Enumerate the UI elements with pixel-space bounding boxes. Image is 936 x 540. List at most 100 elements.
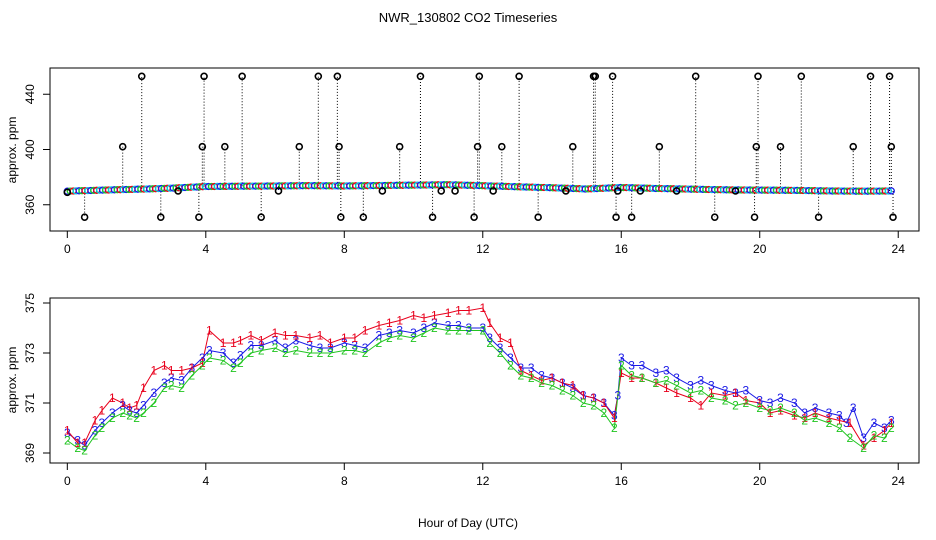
series-3-point: 3 xyxy=(549,371,556,385)
series-1-point: 1 xyxy=(559,376,566,390)
series-2-point: 2 xyxy=(189,369,196,383)
series-2-point: 2 xyxy=(518,369,525,383)
series-2-point: 2 xyxy=(455,324,462,338)
flagged-point xyxy=(395,142,404,151)
x-tick-label: 8 xyxy=(341,474,348,488)
series-1-point: 1 xyxy=(538,374,545,388)
x-tick-label: 20 xyxy=(753,474,767,488)
flagged-point xyxy=(814,213,823,221)
series-2-point: 2 xyxy=(161,381,168,395)
series-3-point: 3 xyxy=(836,409,843,423)
series-3-point: 3 xyxy=(860,431,867,445)
series-3-point: 3 xyxy=(292,334,299,348)
series-1-point: 1 xyxy=(237,334,244,348)
series-2-point: 2 xyxy=(743,396,750,410)
series-1-point: 1 xyxy=(518,364,525,378)
series-2-point: 2 xyxy=(376,336,383,350)
series-1-point: 1 xyxy=(431,309,438,323)
series-3-point: 3 xyxy=(756,394,763,408)
series-3-point: 3 xyxy=(708,379,715,393)
series-1-point: 1 xyxy=(168,364,175,378)
series-2-point: 2 xyxy=(306,346,313,360)
flagged-point xyxy=(156,213,165,221)
series-2-point: 2 xyxy=(846,431,853,445)
series-2-point: 2 xyxy=(507,359,514,373)
series-3-point: 3 xyxy=(826,406,833,420)
flagged-point xyxy=(337,213,345,221)
series-3-point: 3 xyxy=(538,369,545,383)
series-1-point: 1 xyxy=(628,371,635,385)
series-2-point: 2 xyxy=(756,401,763,415)
series-2-point: 2 xyxy=(410,331,417,345)
series-1-point: 1 xyxy=(151,364,158,378)
series-3-point: 3 xyxy=(673,371,680,385)
series-3-point: 3 xyxy=(386,326,393,340)
series-3-point: 3 xyxy=(74,434,81,448)
series-2-point: 2 xyxy=(569,389,576,403)
y-tick-label: 360 xyxy=(23,194,37,214)
series-1-point: 1 xyxy=(812,406,819,420)
series-3-point: 3 xyxy=(507,351,514,365)
top-plot-frame xyxy=(49,67,920,232)
series-2-point: 2 xyxy=(653,376,660,390)
flagged-point xyxy=(437,187,446,195)
flagged-point xyxy=(691,72,700,81)
flagged-point xyxy=(174,187,182,195)
series-3-point: 3 xyxy=(396,324,403,338)
series-1-point: 1 xyxy=(791,409,798,423)
x-tick-label: 8 xyxy=(341,242,348,256)
series-3-point: 3 xyxy=(663,364,670,378)
flagged-point xyxy=(238,72,246,81)
series-2-point: 2 xyxy=(99,421,106,435)
series-2-point: 2 xyxy=(732,399,739,413)
series-2-point: 2 xyxy=(292,344,299,358)
series-2-point: 2 xyxy=(580,396,587,410)
series-1-point: 1 xyxy=(327,336,334,350)
series-1-point: 1 xyxy=(140,381,147,395)
series-2-point: 2 xyxy=(549,379,556,393)
series-3-point: 3 xyxy=(871,416,878,430)
series-2-point: 2 xyxy=(767,404,774,418)
series-1-point: 1 xyxy=(189,361,196,375)
top-axis-ticks: 0 4 8 12 16 20 24 360 400 440 xyxy=(23,84,905,256)
series-3-point: 3 xyxy=(237,349,244,363)
top-panel: 0 4 8 12 16 20 24 360 400 440 approx. ppm xyxy=(5,67,920,256)
series-3-point: 3 xyxy=(486,331,493,345)
top-baseline-points xyxy=(63,181,895,195)
series-1-point: 1 xyxy=(756,396,763,410)
flagged-point xyxy=(887,142,896,151)
series-2-point: 2 xyxy=(341,344,348,358)
flagged-point xyxy=(627,213,636,221)
flagged-point xyxy=(359,213,368,221)
series-1-line xyxy=(66,307,892,447)
series-3-point: 3 xyxy=(306,339,313,353)
series-1-point: 1 xyxy=(126,401,133,415)
y-tick-label: 369 xyxy=(23,443,37,463)
series-3-point: 3 xyxy=(812,401,819,415)
series-3-point: 3 xyxy=(791,396,798,410)
series-3-point: 3 xyxy=(140,399,147,413)
series-2-point: 2 xyxy=(445,324,452,338)
y-tick-label: 440 xyxy=(23,84,37,104)
series-2-point: 2 xyxy=(590,399,597,413)
series-3-point: 3 xyxy=(653,366,660,380)
series-1-point: 1 xyxy=(528,369,535,383)
series-3-point: 3 xyxy=(272,334,279,348)
flagged-point xyxy=(378,187,387,195)
series-2-point: 2 xyxy=(151,396,158,410)
series-1-point: 1 xyxy=(507,336,514,350)
flagged-point xyxy=(797,72,806,81)
series-3-point: 3 xyxy=(178,374,185,388)
series-1-point: 1 xyxy=(199,356,206,370)
series-3-point: 3 xyxy=(497,341,504,355)
series-3-point: 3 xyxy=(126,404,133,418)
flagged-point xyxy=(612,213,620,221)
series-2-point: 2 xyxy=(687,386,694,400)
bottom-plot-frame xyxy=(49,297,920,464)
series-2-point: 2 xyxy=(486,336,493,350)
series-3-point: 3 xyxy=(881,421,888,435)
flagged-point xyxy=(295,142,304,151)
series-2-point: 2 xyxy=(826,416,833,430)
